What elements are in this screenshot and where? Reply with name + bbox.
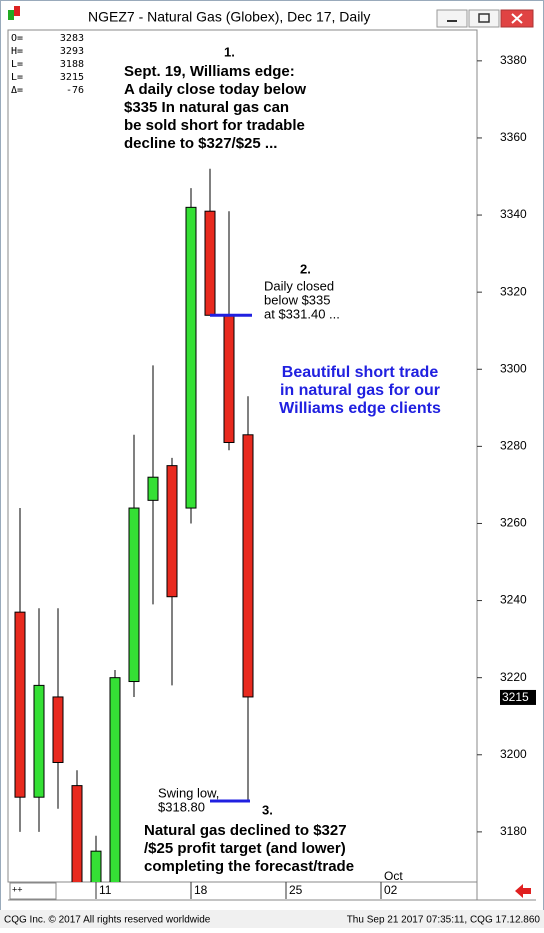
candle-body [128, 507, 140, 683]
y-tick-label: 3360 [500, 130, 527, 144]
x-tick-label: Oct [384, 869, 403, 883]
annotation-text: Swing low, [158, 785, 219, 800]
candle-body [242, 434, 254, 698]
annotation-text: Natural gas declined to $327 [144, 822, 347, 839]
candle-body [109, 677, 121, 882]
annotation-number: 2. [300, 261, 311, 276]
x-tick-label: 25 [289, 883, 303, 897]
annotation-text: $335 In natural gas can [124, 99, 289, 116]
candle-body [90, 850, 102, 882]
quote-label: L= [11, 72, 23, 83]
y-tick-label: 3280 [500, 439, 527, 453]
x-tick-label: 02 [384, 883, 398, 897]
y-tick-label: 3300 [500, 361, 527, 375]
annotation-text: in natural gas for our [280, 382, 440, 399]
candle-body [223, 314, 235, 444]
candle-body [204, 210, 216, 316]
y-tick-label: 3200 [500, 747, 527, 761]
x-tick-label: 18 [194, 883, 208, 897]
y-tick-label: 3180 [500, 824, 527, 838]
x-tick-label: 11 [99, 883, 112, 897]
candle-body [185, 206, 197, 509]
annotation-text: Daily closed [264, 278, 334, 293]
annotation-text: below $335 [264, 292, 331, 307]
candle-body [52, 696, 64, 763]
last-price: 3215 [502, 690, 529, 704]
y-tick-label: 3320 [500, 284, 527, 298]
quote-label: H= [11, 46, 23, 57]
quote-value: 3293 [60, 46, 84, 57]
annotation-text: decline to $327/$25 ... [124, 135, 277, 152]
app-icon [8, 10, 14, 20]
annotation-text: completing the forecast/trade [144, 858, 354, 875]
candle-body [147, 476, 159, 501]
candles [14, 168, 254, 882]
minimize-button[interactable] [436, 9, 468, 28]
scroll-arrow[interactable] [515, 884, 531, 898]
window-buttons[interactable] [436, 9, 534, 28]
candle-body [33, 684, 45, 798]
corner-label: ++ [12, 884, 23, 894]
candle-body [71, 785, 83, 882]
annotation-text: /$25 profit target (and lower) [144, 840, 346, 857]
candle-body [166, 465, 178, 598]
restore-icon [478, 13, 490, 23]
annotation-text: be sold short for tradable [124, 117, 305, 134]
candle-body [14, 611, 26, 798]
quote-label: Δ= [11, 85, 23, 96]
quote-value: 3215 [60, 72, 84, 83]
quote-label: O= [11, 33, 23, 44]
window-title: NGEZ7 - Natural Gas (Globex), Dec 17, Da… [88, 9, 370, 25]
status-bar [0, 910, 544, 928]
app-icon [14, 6, 20, 16]
corner-box[interactable] [9, 882, 57, 900]
annotation-text: Williams edge clients [279, 400, 441, 417]
annotation-text: Sept. 19, Williams edge: [124, 63, 295, 80]
close-icon [511, 13, 523, 24]
status-right: Thu Sep 21 2017 07:35:11, CQG 17.12.860 [347, 915, 541, 926]
quote-value: -76 [66, 85, 84, 96]
y-tick-label: 3240 [500, 593, 527, 607]
y-tick-label: 3220 [500, 670, 527, 684]
last-price-box [500, 689, 536, 705]
annotation-number: 1. [224, 44, 235, 59]
status-left: CQG Inc. © 2017 All rights reserved worl… [4, 915, 211, 926]
annotation-text: $318.80 [158, 799, 205, 814]
y-tick-label: 3380 [500, 53, 527, 67]
annotation-text: Beautiful short trade [282, 364, 439, 381]
annotation-text: at $331.40 ... [264, 306, 340, 321]
y-tick-label: 3340 [500, 207, 527, 221]
quote-value: 3283 [60, 33, 84, 44]
quote-value: 3188 [60, 59, 84, 70]
annotation-text: A daily close today below [124, 81, 306, 98]
annotation-number: 3. [262, 802, 273, 817]
restore-button[interactable] [468, 9, 500, 28]
y-tick-label: 3260 [500, 516, 527, 530]
quote-box: O= 3283 H= 3293 L= 3188 L= 3215 Δ= -76 [11, 33, 84, 96]
quote-label: L= [11, 59, 23, 70]
